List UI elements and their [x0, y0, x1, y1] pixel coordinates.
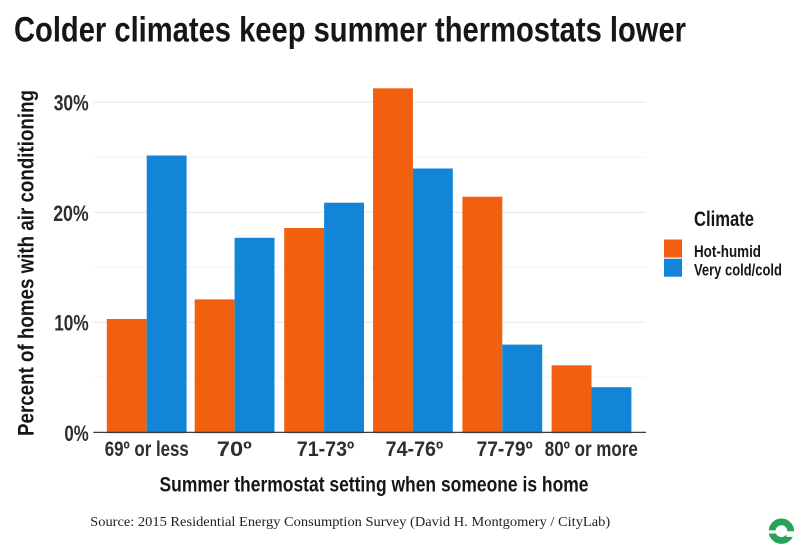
svg-text:70º: 70º: [217, 438, 252, 461]
svg-text:69º or less: 69º or less: [105, 438, 189, 461]
svg-text:80º or more: 80º or more: [545, 438, 638, 461]
svg-text:Hot-humid: Hot-humid: [694, 242, 761, 261]
svg-text:71-73º: 71-73º: [297, 438, 355, 461]
svg-text:Percent of homes with air cond: Percent of homes with air conditioning: [14, 90, 39, 436]
svg-text:Colder climates keep summer th: Colder climates keep summer thermostats …: [14, 10, 686, 49]
svg-text:Source: 2015 Residential Energ: Source: 2015 Residential Energy Consumpt…: [90, 514, 610, 529]
svg-text:20%: 20%: [53, 201, 89, 226]
svg-text:Climate: Climate: [694, 208, 754, 231]
svg-text:30%: 30%: [54, 91, 89, 116]
svg-text:0%: 0%: [64, 421, 88, 446]
svg-text:77-79º: 77-79º: [477, 438, 533, 461]
svg-text:Summer thermostat setting when: Summer thermostat setting when someone i…: [160, 474, 589, 497]
svg-text:74-76º: 74-76º: [386, 438, 444, 461]
svg-text:10%: 10%: [54, 311, 89, 336]
svg-text:Very cold/cold: Very cold/cold: [694, 261, 782, 280]
